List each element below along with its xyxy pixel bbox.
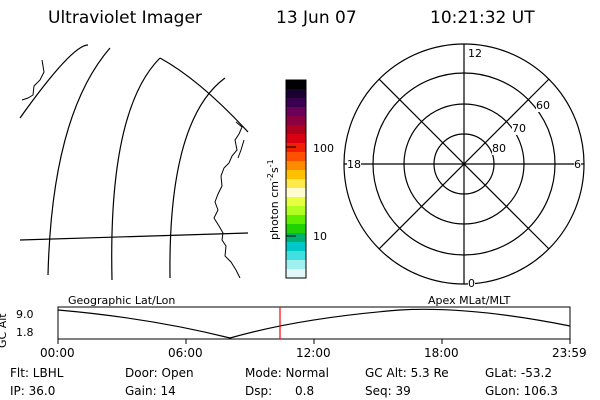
colorbar-label: photon cm-2s-1 — [266, 159, 281, 240]
coastline — [21, 59, 45, 101]
lat-label-70: 70 — [512, 122, 526, 135]
colorbar-swatch — [286, 188, 306, 198]
latitude-line — [159, 57, 249, 133]
filter-status: Flt: LBHL — [10, 366, 64, 380]
longitude-line — [169, 77, 226, 279]
colorbar-tick-label-10: 10 — [313, 230, 327, 243]
colorbar-gradient — [286, 80, 306, 279]
coastline — [213, 121, 243, 279]
colorbar-swatch — [286, 269, 306, 279]
colorbar-swatch — [286, 143, 306, 153]
mlt-label-0: 0 — [468, 277, 475, 290]
ip-status: IP: 36.0 — [10, 384, 56, 398]
altitude-curve — [57, 308, 571, 339]
colorbar-swatch — [286, 197, 306, 207]
date-label: 13 Jun 07 — [276, 8, 357, 28]
colorbar-swatch — [286, 134, 306, 144]
instrument-title: Ultraviolet Imager — [48, 8, 202, 28]
time-label: 10:21:32 UT — [430, 8, 535, 28]
longitude-line — [19, 44, 89, 119]
colorbar-swatch — [286, 125, 306, 135]
timeline-ymax-label: 9.0 — [16, 308, 34, 321]
mlt-diagonal — [378, 78, 550, 250]
colorbar-swatch — [286, 161, 306, 171]
colorbar-swatch — [286, 170, 306, 180]
colorbar-swatch — [286, 89, 306, 99]
colorbar-tick-label-100: 100 — [313, 142, 334, 155]
mlt-label-12: 12 — [468, 47, 482, 60]
colorbar-swatch — [286, 98, 306, 108]
coastline — [237, 139, 245, 159]
colorbar-swatch — [286, 116, 306, 126]
colorbar-swatch — [286, 80, 306, 90]
colorbar-swatch — [286, 260, 306, 270]
mode-status: Mode: Normal — [245, 366, 329, 380]
colorbar-frame — [285, 79, 307, 279]
colorbar-swatch — [286, 107, 306, 117]
dsp-status: Dsp: 0.8 — [245, 384, 315, 398]
longitude-line — [47, 47, 111, 276]
timeline-left-title: Geographic Lat/Lon — [68, 294, 176, 307]
timeline-ymin-label: 1.8 — [16, 326, 34, 339]
latitude-line — [19, 232, 249, 241]
colorbar-swatch — [286, 242, 306, 252]
timeline-tick-label: 06:00 — [168, 346, 203, 360]
gain-status: Gain: 14 — [125, 384, 176, 398]
colorbar-swatch — [286, 224, 306, 234]
colorbar-swatch — [286, 179, 306, 189]
colorbar-swatch — [286, 233, 306, 243]
glon-status: GLon: 106.3 — [485, 384, 558, 398]
lat-label-80: 80 — [492, 142, 506, 155]
door-status: Door: Open — [125, 366, 194, 380]
timeline-tick-label: 18:00 — [424, 346, 459, 360]
colorbar-swatch — [286, 152, 306, 162]
glat-status: GLat: -53.2 — [485, 366, 552, 380]
timeline-tick-label: 12:00 — [296, 346, 331, 360]
timeline-tick-label: 00:00 — [40, 346, 75, 360]
colorbar-swatch — [286, 251, 306, 261]
gc-alt-status: GC Alt: 5.3 Re — [365, 366, 449, 380]
colorbar-swatch — [286, 215, 306, 225]
longitude-line — [111, 57, 161, 281]
timeline-tick-label: 23:59 — [552, 346, 587, 360]
mlt-label-18: 18 — [347, 158, 361, 171]
colorbar-swatch — [286, 206, 306, 216]
mlt-label-6: 6 — [574, 158, 581, 171]
seq-status: Seq: 39 — [365, 384, 411, 398]
timeline-right-title: Apex MLat/MLT — [428, 294, 511, 307]
timeline-frame — [57, 306, 571, 340]
lat-label-60: 60 — [536, 99, 550, 112]
